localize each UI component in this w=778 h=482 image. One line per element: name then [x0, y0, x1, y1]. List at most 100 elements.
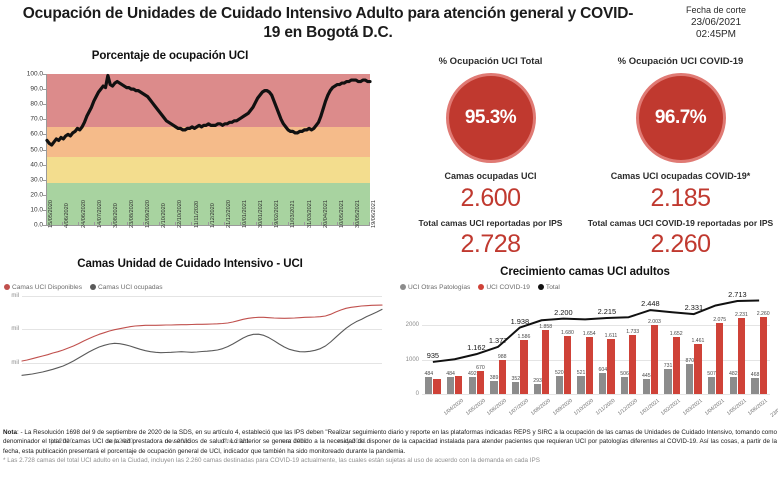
crecimiento-x-tick: 1/03/2021 [682, 398, 704, 417]
bar-covid19[interactable] [672, 337, 680, 394]
legend-item[interactable]: UCI Otras Patologías [400, 284, 470, 291]
bar-otras-patologias[interactable] [533, 383, 542, 394]
camas-plot-area: mil mil mil jul 2020 sep 2020 nov 2020 ene 202… [11, 293, 383, 445]
porcentaje-x-tick-mark [288, 222, 290, 226]
crecimiento-x-tick: 23/06/2021 [769, 398, 778, 419]
band-medio-alto [47, 126, 370, 158]
porcentaje-x-tick: 19/02/2021 [274, 200, 281, 228]
crecimiento-y-tick: 2000 [405, 322, 419, 329]
cutoff-time-value: 02:45PM [695, 29, 737, 40]
bar-label-covid: 1.652 [669, 331, 683, 338]
bar-otras-patologias[interactable] [577, 376, 585, 394]
bar-covid19[interactable] [629, 334, 637, 394]
cutoff-date-label: Fecha de corte [685, 5, 747, 15]
porcentaje-x-tick: 10/05/2021 [338, 200, 345, 228]
porcentaje-x-tick-mark [369, 222, 370, 226]
bar-label-covid: 988 [497, 354, 507, 361]
crecimiento-plot-area: 0 1000 2000 484 1/04/2020 484 1/05/2020 492 670 1… [406, 290, 778, 419]
legend-item[interactable]: Total [537, 284, 560, 291]
legend-label: Camas UCI ocupadas [98, 284, 163, 291]
porcentaje-y-tick: 100.0 [26, 70, 43, 78]
band-bajo [47, 182, 370, 225]
bar-otras-patologias[interactable] [599, 373, 607, 394]
cutoff-date-value: 23/06/2021 [690, 16, 742, 28]
chart-title-crecimiento: Crecimiento camas UCI adultos [500, 266, 670, 278]
bar-otras-patologias[interactable] [686, 364, 694, 394]
bar-otras-patologias[interactable] [512, 381, 520, 394]
camas-x-tick: mar 2021 [280, 438, 308, 445]
porcentaje-y-tick-mark [43, 89, 47, 91]
legend-item[interactable]: Camas UCI Disponibles [4, 284, 82, 291]
legend-dot-icon [400, 284, 406, 290]
bar-otras-patologias[interactable] [490, 380, 498, 394]
footer-note: Nota: - La Resolución 1698 del 9 de sept… [3, 428, 777, 466]
legend-item[interactable]: Camas UCI ocupadas [90, 284, 163, 291]
porcentaje-x-tick: 11/03/2021 [290, 200, 297, 228]
bar-label-covid: 2.075 [713, 316, 727, 323]
porcentaje-x-tick-mark [272, 222, 274, 226]
crecimiento-x-tick: 1/06/2020 [486, 398, 509, 417]
porcentaje-x-tick: 19/06/2021 [371, 200, 378, 228]
bar-covid19[interactable] [650, 325, 659, 394]
bar-otras-patologias[interactable] [555, 376, 563, 394]
porcentaje-x-tick: 22/10/2020 [177, 200, 184, 228]
bar-covid19[interactable] [542, 330, 550, 394]
bar-otras-patologias[interactable] [729, 377, 737, 394]
kpi-total-heading: % Ocupación UCI Total [438, 56, 543, 67]
chart-title-camas: Camas Unidad de Cuidado Intensivo - UCI [77, 258, 303, 270]
bar-label-otras: 731 [663, 362, 673, 369]
crecimiento-x-tick: 1/01/2021 [638, 398, 661, 417]
kpi-total-percent: 95.3% [464, 107, 517, 128]
bar-covid19[interactable] [694, 343, 702, 394]
crecimiento-x-tick: 1/04/2020 [442, 398, 465, 417]
bar-label-covid: 1.680 [560, 330, 574, 337]
kpi-covid-reported-value: 2.260 [650, 230, 711, 258]
bar-label-covid: 2.260 [756, 310, 770, 317]
bar-covid19[interactable] [607, 338, 615, 394]
page-title: Ocupación de Unidades de Cuidado Intensi… [22, 5, 634, 41]
bar-label-covid: 1.733 [626, 328, 640, 335]
total-line-label: 1.162 [467, 343, 486, 353]
bar-otras-patologias[interactable] [707, 376, 716, 394]
bar-covid19[interactable] [585, 337, 593, 394]
porcentaje-x-tick: 30/05/2021 [355, 200, 362, 228]
bar-covid19[interactable] [563, 336, 572, 394]
bar-label-otras: 468 [750, 371, 760, 378]
porcentaje-y-tick: 10.0 [30, 206, 43, 214]
bar-covid19[interactable] [455, 375, 463, 394]
camas-y-tick: mil [11, 359, 19, 366]
bar-covid19[interactable] [520, 339, 528, 394]
porcentaje-x-tick-mark [336, 222, 338, 226]
bar-otras-patologias[interactable] [642, 378, 650, 394]
bar-otras-patologias[interactable] [468, 377, 476, 394]
bar-covid19[interactable] [716, 322, 724, 394]
bar-label-covid: 2.231 [734, 311, 748, 318]
crecimiento-x-tick: 1/08/2020 [529, 398, 552, 417]
porcentaje-y-tick: 90.0 [30, 85, 43, 93]
porcentaje-x-tick-mark [142, 222, 144, 226]
bar-label-otras: 521 [576, 370, 586, 377]
crecimiento-gridline [422, 394, 770, 395]
total-line-label: 2.331 [684, 303, 704, 313]
bar-covid19[interactable] [498, 360, 506, 394]
bar-covid19[interactable] [737, 317, 746, 394]
bar-otras-patologias[interactable] [664, 368, 672, 394]
porcentaje-x-tick-mark [320, 222, 322, 226]
bar-covid19[interactable] [433, 378, 441, 394]
bar-otras-patologias[interactable] [620, 376, 629, 394]
camas-x-tick: sep 2020 [106, 438, 134, 445]
bar-otras-patologias[interactable] [425, 377, 433, 394]
kpi-card-uci-total: % Ocupación UCI Total 95.3% Camas ocupad… [396, 50, 585, 258]
porcentaje-y-tick: 20.0 [30, 191, 43, 199]
legend-label: Total [545, 284, 560, 291]
bar-covid19[interactable] [759, 316, 767, 394]
kpi-covid-occupied-value: 2.185 [650, 184, 711, 212]
bar-otras-patologias[interactable] [751, 377, 759, 394]
porcentaje-x-tick-mark [159, 222, 161, 226]
legend-item[interactable]: UCI COVID-19 [478, 284, 530, 291]
crecimiento-gridline [422, 359, 770, 361]
bar-covid19[interactable] [476, 371, 485, 394]
porcentaje-x-tick-mark [304, 222, 306, 226]
bar-otras-patologias[interactable] [446, 377, 455, 394]
camas-x-tick: ene 2021 [222, 438, 250, 445]
